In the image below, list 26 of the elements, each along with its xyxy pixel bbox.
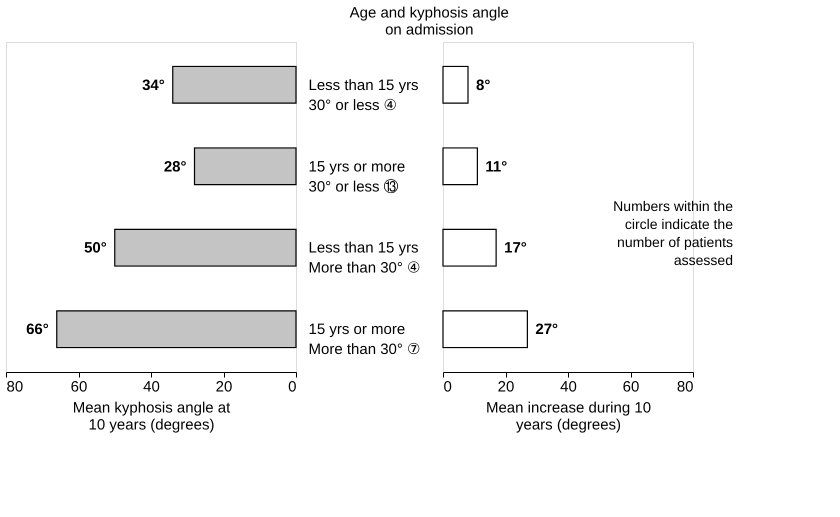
data-label: 34°: [142, 76, 165, 94]
x-tick-label: 40: [560, 378, 577, 396]
annotation: Numbers within the circle indicate the number of patients assessed: [613, 198, 734, 268]
text: Age and kyphosis angle on admission: [350, 4, 509, 38]
x-tick-label: 80: [6, 378, 24, 396]
data-label: 28°: [164, 158, 186, 176]
x-tick-label: 40: [143, 378, 160, 396]
x-tick-label: 20: [216, 378, 232, 396]
data-label: 11°: [485, 158, 508, 176]
y-tick-label: Less than 15 yrs More than 30° ④: [308, 240, 420, 277]
x-tick-label: 20: [498, 378, 514, 396]
data-label: 17°: [504, 240, 527, 257]
y-tick-label: 15 yrs or more More than 30° ⑦: [308, 321, 420, 358]
x-axis-title: Mean increase during 10 years (degrees): [486, 400, 652, 434]
y-tick-label: 15 yrs or more 30° or less ⑬: [308, 158, 406, 196]
data-label: 27°: [535, 321, 558, 338]
x-tick-label: 60: [70, 378, 88, 396]
x-tick-label: 0: [288, 378, 296, 396]
data-label: 50°: [84, 240, 107, 257]
data-label: 66°: [26, 321, 49, 338]
x-axis-title: Mean kyphosis angle at 10 years (degrees): [72, 400, 232, 434]
data-label: 8°: [476, 76, 490, 94]
x-tick-label: 60: [622, 378, 640, 396]
y-tick-label: Less than 15 yrs 30° or less ④: [308, 76, 419, 114]
x-tick-label: 80: [676, 378, 694, 396]
x-tick-label: 0: [444, 378, 452, 396]
